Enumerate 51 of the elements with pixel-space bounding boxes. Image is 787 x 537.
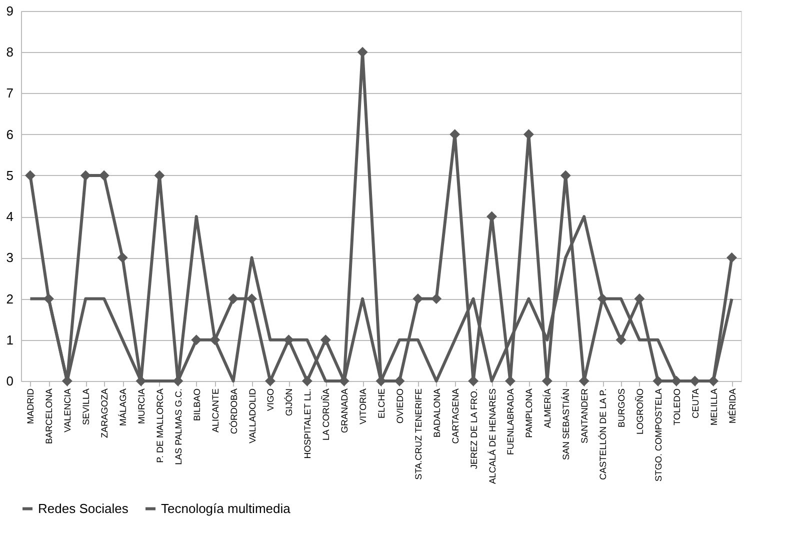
y-tick-label: 0 <box>6 374 14 388</box>
x-tick-label: SAN SEBASTIÁN <box>561 388 572 460</box>
x-tick-label: MÁLAGA <box>118 388 128 426</box>
x-tick-label: BARCELONA <box>44 388 54 444</box>
x-tick-label: HOSPITALET LL. <box>302 388 313 459</box>
x-tick-label: STA.CRUZ TENERIFE <box>413 388 424 480</box>
x-tick-label: LOGROÑO <box>634 388 645 435</box>
x-tick-label: ELCHE <box>376 388 386 419</box>
x-tick-label: OVIEDO <box>394 388 405 424</box>
x-tick-label: BILBAO <box>192 388 202 422</box>
x-tick-label: BURGOS <box>616 388 626 428</box>
x-tick-label: FUENLABRADA <box>506 388 516 456</box>
x-tick-label: MELILLA <box>708 388 719 426</box>
x-tick-label: STGO. COMPOSTELA <box>653 388 664 482</box>
y-tick-label: 3 <box>6 250 14 266</box>
y-tick-label: 2 <box>6 291 14 306</box>
y-tick-label: 8 <box>6 44 14 60</box>
x-tick-label: CASTELLÓN DE LA P. <box>598 388 608 480</box>
x-tick-label: BADALONA <box>432 388 442 438</box>
x-tick-label: ZARAGOZA <box>100 388 110 438</box>
x-tick-label: TOLEDO <box>672 388 682 426</box>
x-tick-label: LA CORUÑA <box>321 388 332 441</box>
x-tick-label: MURCIA <box>136 388 146 424</box>
x-tick-label: CARTAGENA <box>450 388 460 444</box>
x-tick-label: MADRID <box>26 388 36 424</box>
x-tick-label: CEUTA <box>690 388 700 418</box>
x-tick-label: ALICANTE <box>210 388 220 433</box>
y-tick-label: 4 <box>6 209 14 224</box>
x-tick-label: JEREZ DE LA FRO. <box>468 388 479 470</box>
x-tick-label: LAS PALMAS G.C. <box>173 388 184 465</box>
x-tick-label: MÉRIDA <box>727 388 738 424</box>
x-tick-label: ALCALÁ DE HENARES <box>487 388 498 484</box>
x-tick-label: PAMPLONA <box>524 388 534 438</box>
x-tick-label: P. DE MALLORCA <box>154 388 165 463</box>
x-tick-label: VITORIA <box>358 388 368 424</box>
x-tick-label: VALENCIA <box>62 388 73 432</box>
legend-label: Redes Sociales <box>38 500 129 516</box>
x-tick-label: GIJÓN <box>284 388 294 416</box>
x-tick-label: ALMERÍA <box>542 388 553 428</box>
y-tick-label: 6 <box>6 126 14 142</box>
x-tick-label: VIGO <box>266 388 276 412</box>
y-tick-label: 9 <box>6 4 14 18</box>
x-tick-label: CÓRDOBA <box>228 388 239 434</box>
y-tick-label: 7 <box>6 86 14 101</box>
x-tick-label: SEVILLA <box>81 388 92 426</box>
x-tick-label: VALLADOLID <box>247 388 258 444</box>
x-tick-label: GRANADA <box>340 388 350 434</box>
legend-label: Tecnología multimedia <box>161 500 292 516</box>
x-tick-label: SANTANDER <box>580 388 590 444</box>
y-tick-label: 5 <box>6 168 14 183</box>
y-tick-label: 1 <box>6 332 14 348</box>
